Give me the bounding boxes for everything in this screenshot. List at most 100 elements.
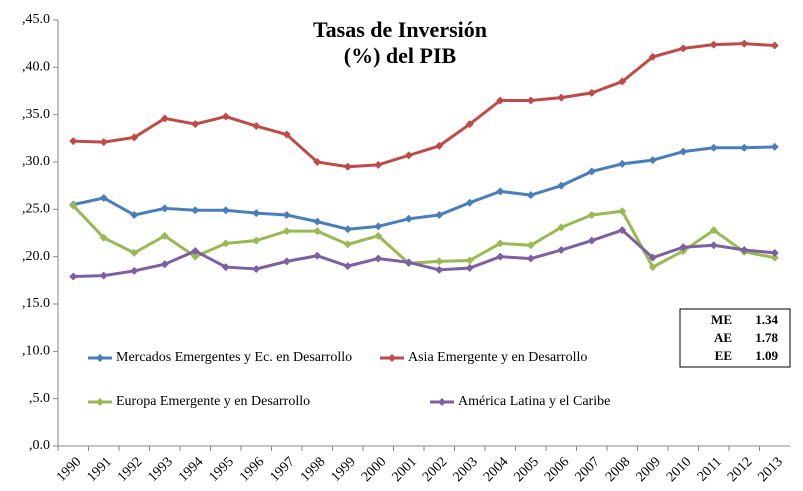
data-point [435,211,444,220]
x-tick-label: 1991 [84,454,114,484]
data-point [313,217,322,226]
x-tick-label: 2012 [725,454,755,484]
data-point [618,77,627,86]
data-point [526,254,535,263]
data-point [130,266,139,275]
data-point [160,114,169,123]
data-point [618,207,627,216]
data-point [557,181,566,190]
data-point [648,253,657,262]
data-point [679,44,688,53]
data-point [496,96,505,105]
data-point [282,211,291,220]
x-tick-label: 1993 [145,454,175,484]
data-point [313,251,322,260]
data-point [313,158,322,166]
annotation-box [679,308,791,368]
x-tick-label: 1992 [115,454,145,484]
data-point [587,236,596,245]
x-tick-label: 2000 [359,454,389,484]
data-point [587,88,596,97]
x-tick-label: 1998 [298,454,328,484]
data-point [618,159,627,168]
data-point [526,241,535,250]
x-tick-label: 2005 [511,454,541,484]
data-point [343,162,352,171]
data-point [404,258,413,267]
data-point [740,143,749,152]
x-tick-label: 2004 [481,454,511,484]
data-point [770,41,779,50]
legend-marker [96,398,104,406]
x-tick-label: 2011 [695,454,725,484]
data-point [221,263,230,272]
x-tick-label: 2009 [633,454,663,484]
data-point [252,236,261,245]
data-point [526,191,535,200]
data-point [770,248,779,257]
data-point [465,256,474,265]
data-point [69,137,78,146]
annotation-label: EE [715,348,732,363]
data-point [99,193,108,202]
data-point [648,263,657,272]
y-tick-label: ,40.0 [22,60,50,75]
data-point [252,209,261,218]
series-line [73,228,775,279]
data-point [130,248,139,257]
data-point [648,156,657,165]
data-point [404,214,413,223]
data-point [313,227,322,236]
data-point [709,226,718,235]
legend-label: Europa Emergente y en Desarrollo [116,394,310,409]
x-tick-label: 1999 [328,454,358,484]
data-point [99,233,108,242]
x-tick-label: 1996 [237,454,267,484]
legend-label: América Latina y el Caribe [458,394,610,409]
data-point [465,264,474,273]
data-point [496,187,505,196]
data-point [557,93,566,102]
series-line [72,145,775,231]
x-tick-label: 1995 [206,454,236,484]
data-point [435,257,444,266]
y-tick-label: ,5.0 [29,391,50,406]
data-point [526,96,535,105]
data-point [770,142,779,151]
legend-marker [438,398,446,406]
data-point [252,264,261,273]
data-point [557,246,566,255]
data-point [69,201,78,210]
legend-marker [96,354,104,362]
chart-subtitle: (%) del PIB [344,43,457,68]
y-tick-label: ,45.0 [22,12,50,27]
legend-label: Mercados Emergentes y Ec. en Desarrollo [116,350,352,365]
y-tick-label: ,30.0 [22,154,50,169]
x-tick-label: 2013 [755,454,785,484]
data-point [191,246,200,255]
data-point [496,239,505,248]
x-tick-label: 2002 [420,454,450,484]
chart-title: Tasas de Inversión [313,17,487,42]
y-tick-label: ,35.0 [22,107,50,122]
data-point [374,222,383,231]
x-tick-label: 2006 [542,454,572,484]
y-tick-label: ,10.0 [22,344,50,359]
data-point [404,151,413,160]
data-point [99,138,108,147]
x-tick-label: 2001 [389,454,419,484]
annotation-label: AE [714,330,732,345]
data-point [191,120,200,129]
data-point [709,40,718,49]
x-tick-label: 1997 [267,454,297,484]
data-point [282,227,291,236]
data-point [160,204,169,213]
data-point [221,112,230,121]
series-line [73,42,775,169]
x-tick-label: 2008 [603,454,633,484]
x-tick-label: 1990 [54,454,84,484]
legend-marker [388,354,396,362]
data-point [709,241,718,250]
data-point [160,260,169,269]
